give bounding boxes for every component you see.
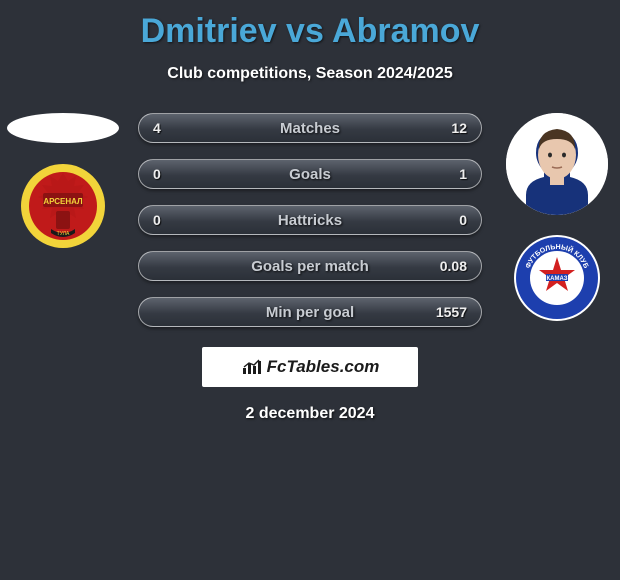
stats-list: 4 Matches 12 0 Goals 1 0 Hattricks 0 Goa… (138, 113, 482, 327)
stat-label: Goals (289, 166, 331, 183)
date-label: 2 december 2024 (0, 405, 620, 423)
stat-right-value: 1 (427, 166, 467, 182)
stat-left-value: 0 (153, 212, 193, 228)
stat-left-value: 0 (153, 166, 193, 182)
stat-right-value: 12 (427, 120, 467, 136)
svg-text:АРСЕНАЛ: АРСЕНАЛ (43, 197, 83, 206)
right-player-photo (506, 113, 608, 215)
brand-label: FcTables.com (267, 357, 380, 377)
page-title: Dmitriev vs Abramov (0, 0, 620, 51)
subtitle: Club competitions, Season 2024/2025 (0, 65, 620, 83)
comparison-panel: АРСЕНАЛ ТУЛА (0, 113, 620, 423)
kamaz-badge-icon: КАМАЗ ФУТБОЛЬНЫЙ КЛУБ (512, 233, 602, 323)
svg-text:ТУЛА: ТУЛА (57, 231, 70, 237)
stat-right-value: 0 (427, 212, 467, 228)
stat-row-matches: 4 Matches 12 (138, 113, 482, 143)
brand-box: FcTables.com (202, 347, 418, 387)
stat-label: Matches (280, 120, 340, 137)
stat-row-goals: 0 Goals 1 (138, 159, 482, 189)
stat-label: Min per goal (266, 304, 354, 321)
right-club-badge: КАМАЗ ФУТБОЛЬНЫЙ КЛУБ (512, 233, 602, 323)
stat-label: Hattricks (278, 212, 342, 229)
stat-row-hattricks: 0 Hattricks 0 (138, 205, 482, 235)
stat-row-mpg: Min per goal 1557 (138, 297, 482, 327)
stat-label: Goals per match (251, 258, 369, 275)
stat-left-value: 4 (153, 120, 193, 136)
player-face-icon (506, 113, 608, 215)
chart-icon (241, 358, 263, 376)
stat-right-value: 0.08 (427, 258, 467, 274)
right-player-column: КАМАЗ ФУТБОЛЬНЫЙ КЛУБ (502, 113, 612, 323)
stat-row-gpm: Goals per match 0.08 (138, 251, 482, 281)
left-player-photo (7, 113, 119, 143)
svg-text:КАМАЗ: КАМАЗ (546, 276, 567, 282)
arsenal-tula-badge-icon: АРСЕНАЛ ТУЛА (18, 161, 108, 251)
left-club-badge: АРСЕНАЛ ТУЛА (18, 161, 108, 251)
stat-right-value: 1557 (427, 304, 467, 320)
left-player-column: АРСЕНАЛ ТУЛА (8, 113, 118, 251)
